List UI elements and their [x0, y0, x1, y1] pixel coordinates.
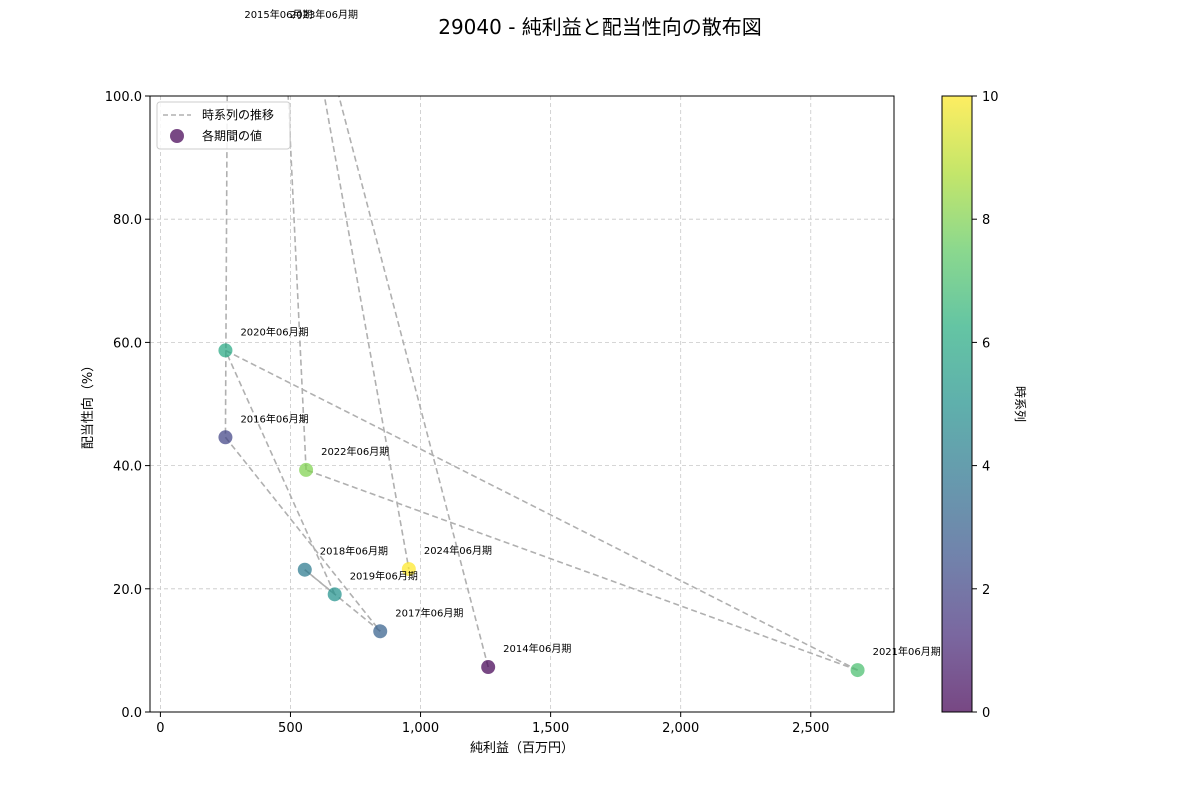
- trend-lines: [224, 96, 858, 671]
- data-point: [850, 663, 865, 678]
- x-tick-label: 500: [278, 721, 303, 736]
- y-tick-label: 40.0: [113, 460, 142, 475]
- data-label: 2014年06月期: [503, 642, 571, 655]
- data-points: [218, 343, 865, 678]
- data-point: [218, 430, 233, 445]
- grid: [150, 95, 894, 713]
- colorbar-label: 時系列: [1013, 386, 1027, 422]
- legend-label-trend: 時系列の推移: [202, 108, 274, 122]
- colorbar-tick-label: 10: [982, 90, 999, 105]
- legend-marker-swatch: [170, 129, 184, 143]
- colorbar-ticks: 0 2 4 6 8 10: [972, 90, 999, 721]
- data-label: 2015年06月期: [244, 8, 312, 21]
- colorbar-tick-label: 4: [982, 460, 990, 475]
- y-tick-label: 80.0: [113, 213, 142, 228]
- legend-box: [156, 101, 291, 150]
- data-label: 2023年06月期: [290, 8, 358, 21]
- x-tick-label: 0: [156, 721, 164, 736]
- data-label: 2020年06月期: [240, 325, 308, 338]
- data-point: [373, 624, 388, 639]
- trend-segment: [323, 96, 410, 570]
- data-point: [218, 343, 233, 358]
- x-tick-label: 1,500: [532, 721, 569, 736]
- y-tick-label: 0.0: [121, 706, 142, 721]
- trend-segment: [304, 569, 381, 632]
- colorbar-tick-label: 6: [982, 336, 990, 351]
- legend-label-values: 各期間の値: [202, 128, 262, 143]
- colorbar-tick-label: 0: [982, 706, 990, 721]
- x-tick-label: 1,000: [402, 721, 439, 736]
- trend-segment: [224, 436, 381, 632]
- y-axis-ticks: 0.0 20.0 40.0 60.0 80.0 100.0: [105, 90, 150, 721]
- chart-title: 29040 - 純利益と配当性向の散布図: [438, 15, 762, 39]
- data-label: 2021年06月期: [873, 645, 941, 658]
- trend-segment: [305, 469, 858, 671]
- x-axis-label: 純利益（百万円）: [470, 741, 574, 756]
- data-point: [299, 462, 314, 477]
- trend-segment: [224, 96, 228, 438]
- data-label: 2018年06月期: [320, 545, 388, 558]
- plot-frame: [149, 95, 895, 713]
- colorbar-tick-label: 8: [982, 213, 990, 228]
- colorbar-gradient: [941, 95, 973, 713]
- trend-segment: [225, 349, 858, 671]
- y-tick-label: 60.0: [113, 336, 142, 351]
- y-axis-label: 配当性向（%）: [80, 359, 96, 449]
- data-label: 2019年06月期: [350, 569, 418, 582]
- data-point: [297, 562, 312, 577]
- point-labels: 2014年06月期 2015年06月期 2016年06月期 2017年06月期 2018…: [240, 8, 940, 658]
- data-label: 2022年06月期: [321, 445, 389, 458]
- data-point: [327, 587, 342, 602]
- trend-segment: [224, 350, 336, 595]
- data-label: 2024年06月期: [424, 544, 492, 557]
- x-tick-label: 2,500: [792, 721, 829, 736]
- y-tick-label: 20.0: [113, 583, 142, 598]
- colorbar: 0 2 4 6 8 10 時系列: [941, 90, 1027, 721]
- legend: 時系列の推移 各期間の値: [156, 101, 291, 150]
- data-label: 2017年06月期: [395, 606, 463, 619]
- data-point: [481, 660, 496, 675]
- x-tick-label: 2,000: [662, 721, 699, 736]
- data-label: 2016年06月期: [240, 412, 308, 425]
- y-tick-label: 100.0: [105, 90, 142, 105]
- x-axis-ticks: 0 500 1,000 1,500 2,000 2,500: [156, 712, 829, 736]
- data-point: [401, 562, 416, 577]
- colorbar-tick-label: 2: [982, 583, 990, 598]
